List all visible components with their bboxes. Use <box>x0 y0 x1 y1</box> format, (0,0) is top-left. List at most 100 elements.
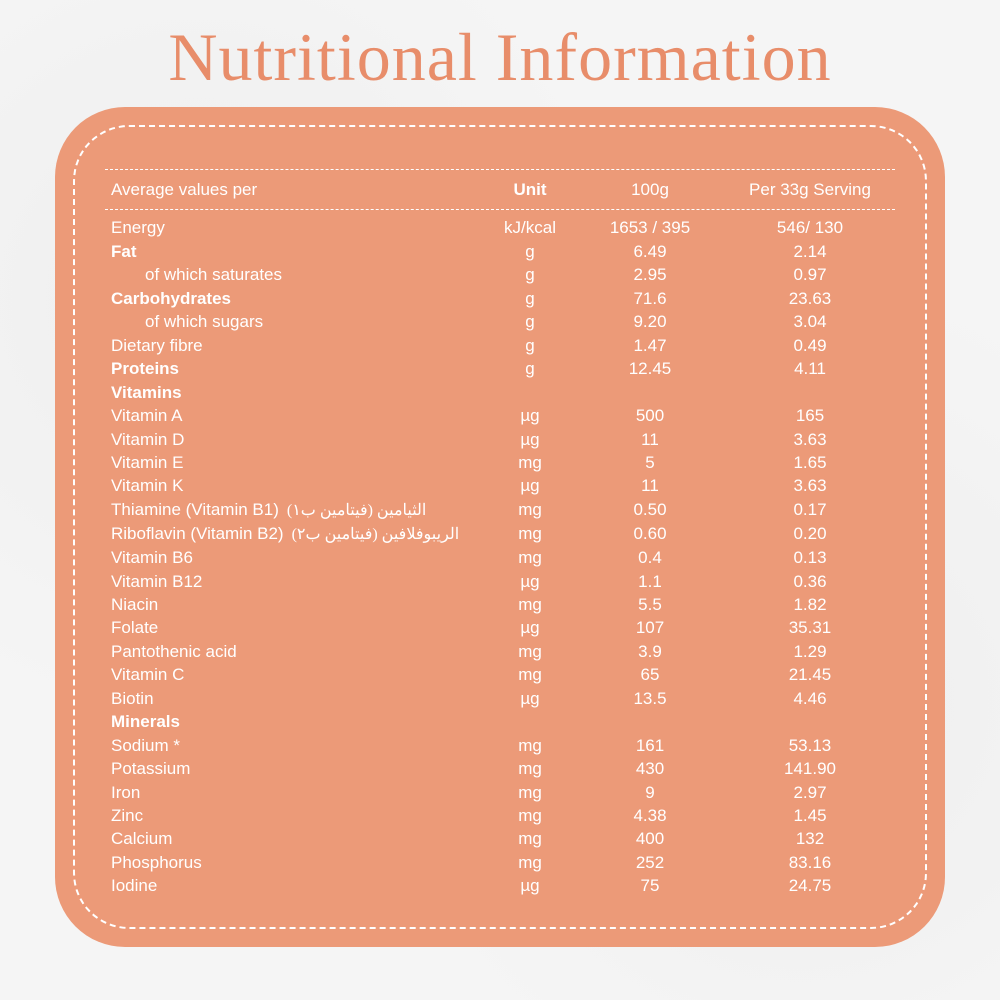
cell-100g: 13.5 <box>575 687 725 710</box>
cell-serving: 2.14 <box>725 240 895 263</box>
cell-100g: 6.49 <box>575 240 725 263</box>
cell-serving: 1.65 <box>725 451 895 474</box>
header-100g: 100g <box>575 178 725 201</box>
cell-100g: 107 <box>575 616 725 639</box>
cell-serving: 35.31 <box>725 616 895 639</box>
cell-unit: g <box>485 310 575 333</box>
cell-unit: mg <box>485 734 575 757</box>
cell-unit: g <box>485 357 575 380</box>
header-name: Average values per <box>105 178 485 201</box>
table-row: Proteinsg12.454.11 <box>105 357 895 380</box>
table-row: Vitamin Emg51.65 <box>105 451 895 474</box>
cell-100g: 71.6 <box>575 287 725 310</box>
cell-100g: 161 <box>575 734 725 757</box>
cell-unit: g <box>485 287 575 310</box>
table-row: Vitamin B12µg1.10.36 <box>105 570 895 593</box>
header-serving: Per 33g Serving <box>725 178 895 201</box>
cell-name: Vitamin B12 <box>105 570 485 593</box>
cell-name: Vitamin B6 <box>105 546 485 569</box>
cell-unit: mg <box>485 663 575 686</box>
table-row: Thiamine (Vitamin B1)الثيامين (فيتامين ب… <box>105 498 895 522</box>
cell-serving: 53.13 <box>725 734 895 757</box>
cell-serving: 24.75 <box>725 874 895 897</box>
table-row: Riboflavin (Vitamin B2)الريبوفلافين (فيت… <box>105 522 895 546</box>
table-header: Average values per Unit 100g Per 33g Ser… <box>105 169 895 210</box>
cell-serving: 0.13 <box>725 546 895 569</box>
cell-100g: 3.9 <box>575 640 725 663</box>
cell-100g: 252 <box>575 851 725 874</box>
cell-100g: 430 <box>575 757 725 780</box>
table-row: Iodineµg7524.75 <box>105 874 895 897</box>
cell-100g: 1653 / 395 <box>575 216 725 239</box>
cell-100g: 5 <box>575 451 725 474</box>
cell-unit: mg <box>485 546 575 569</box>
cell-unit: µg <box>485 428 575 451</box>
cell-serving: 141.90 <box>725 757 895 780</box>
cell-name: Vitamin K <box>105 474 485 497</box>
cell-name: Vitamin D <box>105 428 485 451</box>
cell-name: Proteins <box>105 357 485 380</box>
cell-100g: 12.45 <box>575 357 725 380</box>
cell-serving: 3.04 <box>725 310 895 333</box>
table-row: Biotinµg13.54.46 <box>105 687 895 710</box>
cell-100g: 0.4 <box>575 546 725 569</box>
cell-name: Vitamin C <box>105 663 485 686</box>
cell-unit: µg <box>485 404 575 427</box>
table-row: Minerals <box>105 710 895 733</box>
cell-100g: 75 <box>575 874 725 897</box>
cell-100g: 11 <box>575 428 725 451</box>
cell-serving: 165 <box>725 404 895 427</box>
cell-name: Thiamine (Vitamin B1)الثيامين (فيتامين ب… <box>105 498 485 522</box>
table-row: Fatg6.492.14 <box>105 240 895 263</box>
table-row: of which sugarsg9.203.04 <box>105 310 895 333</box>
cell-name: Vitamin A <box>105 404 485 427</box>
cell-serving: 1.82 <box>725 593 895 616</box>
cell-serving: 0.20 <box>725 522 895 545</box>
cell-name: Riboflavin (Vitamin B2)الريبوفلافين (فيت… <box>105 522 485 546</box>
table-row: EnergykJ/kcal1653 / 395546/ 130 <box>105 216 895 239</box>
cell-name: Vitamin E <box>105 451 485 474</box>
table-body: EnergykJ/kcal1653 / 395546/ 130Fatg6.492… <box>105 216 895 897</box>
cell-name: of which saturates <box>105 263 485 286</box>
cell-unit: mg <box>485 781 575 804</box>
cell-name: Zinc <box>105 804 485 827</box>
table-row: Vitamin Aµg500165 <box>105 404 895 427</box>
cell-unit: µg <box>485 874 575 897</box>
cell-serving: 132 <box>725 827 895 850</box>
cell-name: Minerals <box>105 710 485 733</box>
cell-note: الثيامين (فيتامين ب١) <box>287 502 427 519</box>
table-row: Dietary fibreg1.470.49 <box>105 334 895 357</box>
table-row: Sodium *mg16153.13 <box>105 734 895 757</box>
cell-name: of which sugars <box>105 310 485 333</box>
cell-100g: 2.95 <box>575 263 725 286</box>
cell-name: Calcium <box>105 827 485 850</box>
cell-100g: 500 <box>575 404 725 427</box>
cell-name: Dietary fibre <box>105 334 485 357</box>
table-row: Vitamin Kµg113.63 <box>105 474 895 497</box>
cell-serving: 546/ 130 <box>725 216 895 239</box>
cell-serving: 3.63 <box>725 474 895 497</box>
header-unit: Unit <box>485 178 575 201</box>
cell-name: Energy <box>105 216 485 239</box>
cell-name: Iron <box>105 781 485 804</box>
table-row: Vitamin Dµg113.63 <box>105 428 895 451</box>
cell-name: Vitamins <box>105 381 485 404</box>
cell-100g: 0.50 <box>575 498 725 521</box>
cell-100g: 9.20 <box>575 310 725 333</box>
cell-serving: 4.46 <box>725 687 895 710</box>
cell-100g: 1.1 <box>575 570 725 593</box>
cell-unit: g <box>485 263 575 286</box>
cell-unit: µg <box>485 474 575 497</box>
cell-unit: mg <box>485 498 575 521</box>
cell-serving: 1.29 <box>725 640 895 663</box>
table-row: Niacinmg5.51.82 <box>105 593 895 616</box>
table-row: of which saturatesg2.950.97 <box>105 263 895 286</box>
cell-100g: 1.47 <box>575 334 725 357</box>
cell-100g: 11 <box>575 474 725 497</box>
cell-name: Folate <box>105 616 485 639</box>
table-row: Ironmg92.97 <box>105 781 895 804</box>
cell-100g: 9 <box>575 781 725 804</box>
cell-100g: 4.38 <box>575 804 725 827</box>
cell-serving: 4.11 <box>725 357 895 380</box>
cell-unit: mg <box>485 451 575 474</box>
